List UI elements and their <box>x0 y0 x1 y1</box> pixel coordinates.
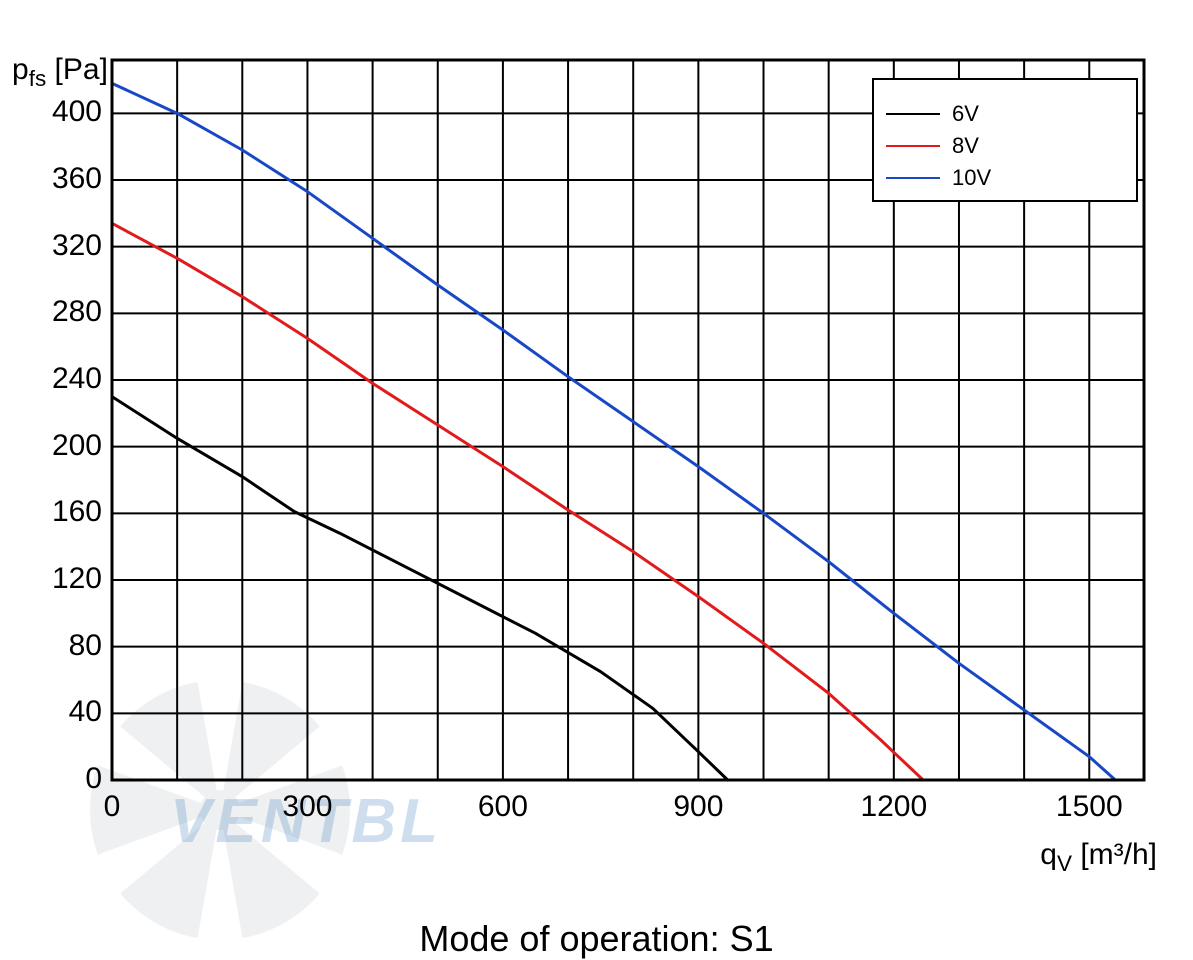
x-tick-label: 1500 <box>1039 790 1139 824</box>
y-tick-label: 160 <box>32 495 102 529</box>
legend-line-icon <box>886 145 940 147</box>
x-tick-label: 600 <box>453 790 553 824</box>
y-tick-label: 200 <box>32 429 102 463</box>
x-axis-label: qV [m³/h] <box>1040 838 1157 877</box>
legend-label: 8V <box>952 133 979 159</box>
legend-item-8V: 8V <box>886 130 979 162</box>
x-tick-label: 0 <box>62 790 162 824</box>
curve-8V <box>112 223 923 780</box>
legend-line-icon <box>886 177 940 179</box>
y-tick-label: 280 <box>32 295 102 329</box>
x-tick-label: 300 <box>257 790 357 824</box>
caption-text: Mode of operation: S1 <box>0 918 1193 960</box>
y-tick-label: 40 <box>32 695 102 729</box>
legend-line-icon <box>886 113 940 115</box>
y-tick-label: 320 <box>32 229 102 263</box>
y-tick-label: 240 <box>32 362 102 396</box>
chart-stage: VENTBL pfs [Pa] qV [m³/h] 04080120160200… <box>0 0 1193 958</box>
y-tick-label: 80 <box>32 629 102 663</box>
legend-label: 10V <box>952 165 991 191</box>
legend-item-6V: 6V <box>886 98 979 130</box>
curve-6V <box>112 397 728 780</box>
y-tick-label: 360 <box>32 162 102 196</box>
legend-item-10V: 10V <box>886 162 991 194</box>
y-tick-label: 400 <box>32 95 102 129</box>
y-axis-label: pfs [Pa] <box>12 53 108 92</box>
y-tick-label: 120 <box>32 562 102 596</box>
x-tick-label: 1200 <box>844 790 944 824</box>
x-tick-label: 900 <box>648 790 748 824</box>
legend: 6V 8V 10V <box>872 78 1138 202</box>
legend-label: 6V <box>952 101 979 127</box>
